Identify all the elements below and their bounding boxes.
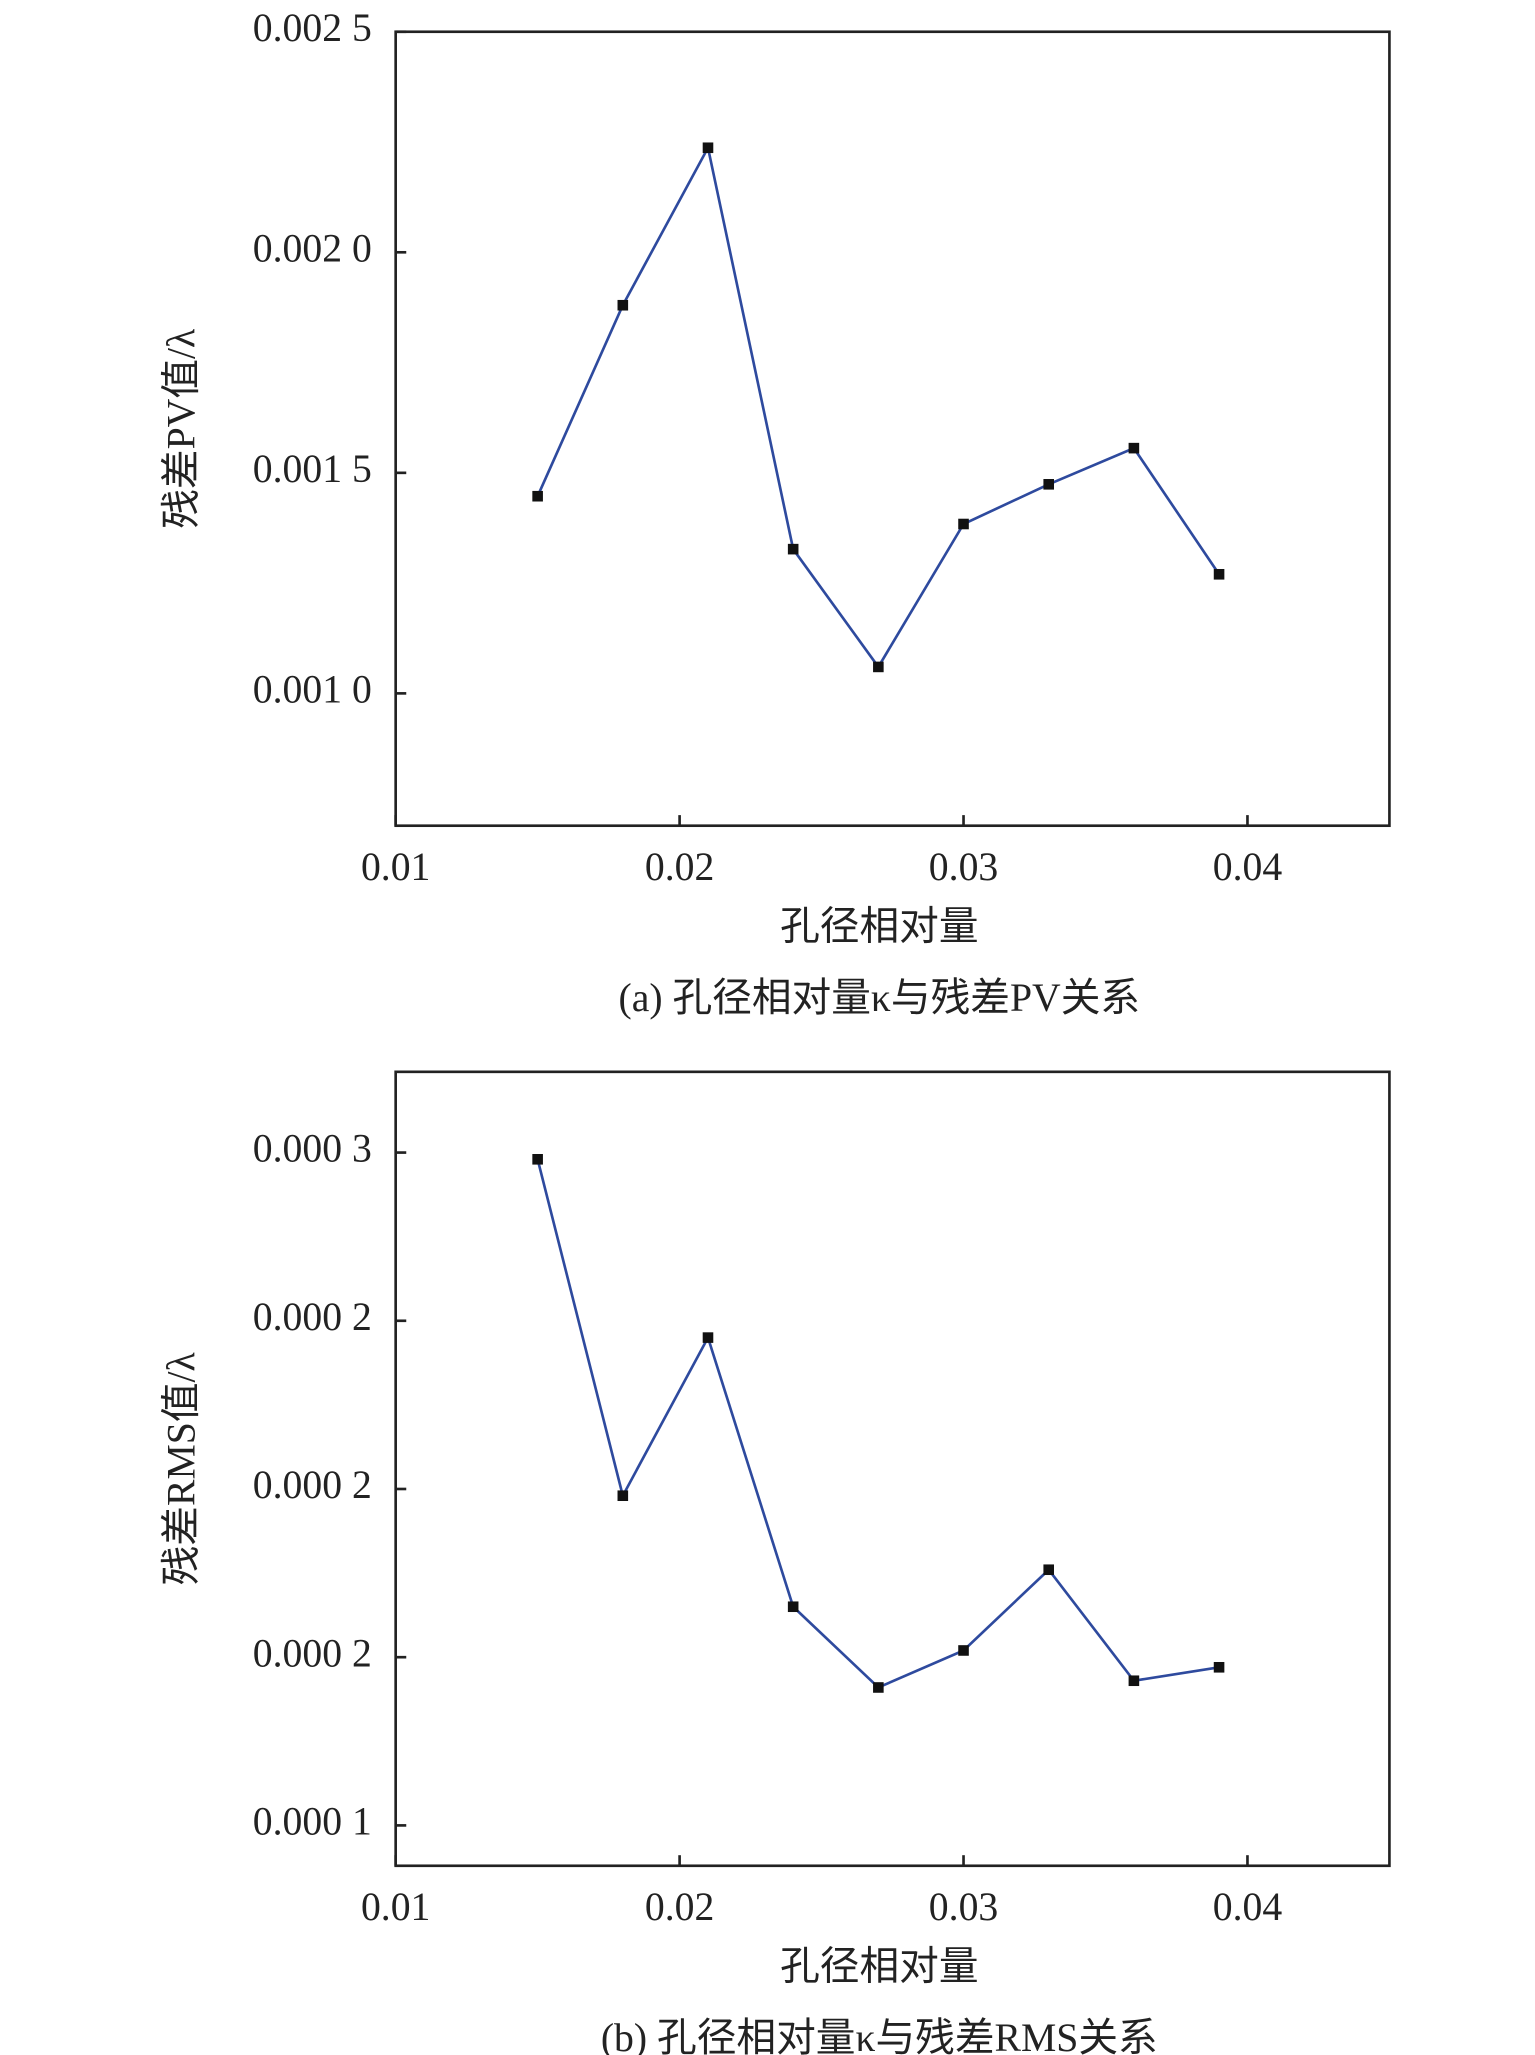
x-axis-label: 孔径相对量 xyxy=(780,904,978,948)
data-point xyxy=(1213,1661,1225,1673)
y-axis-label: 残差PV值/λ xyxy=(159,328,203,529)
data-point xyxy=(958,1645,969,1656)
y-tick-label: 0.000 2 xyxy=(253,1295,372,1339)
y-tick-label: 0.002 0 xyxy=(253,226,372,270)
y-tick-label: 0.000 1 xyxy=(253,1800,372,1844)
data-point xyxy=(532,490,543,502)
data-point xyxy=(958,518,969,530)
data-point xyxy=(787,543,799,555)
data-point xyxy=(787,1601,799,1613)
data-point xyxy=(617,299,629,311)
chart-title: (b) 孔径相对量κ与残差RMS关系 xyxy=(601,2016,1158,2055)
y-axis-label: 残差RMS值/λ xyxy=(159,1351,203,1585)
data-point xyxy=(1043,1564,1055,1576)
x-tick-label: 0.04 xyxy=(1213,845,1283,889)
data-point xyxy=(702,142,714,154)
plot-frame xyxy=(394,30,1391,828)
x-axis-label: 孔径相对量 xyxy=(780,1944,978,1988)
y-tick-label: 0.001 0 xyxy=(253,667,372,711)
data-point xyxy=(532,1154,543,1165)
x-tick-label: 0.03 xyxy=(929,1885,998,1929)
data-point xyxy=(873,1682,884,1693)
data-point xyxy=(1128,442,1140,454)
data-point xyxy=(1213,568,1225,580)
data-point xyxy=(702,1332,714,1343)
y-tick-label: 0.000 3 xyxy=(253,1127,372,1171)
y-tick-label: 0.000 2 xyxy=(253,1631,372,1675)
data-line xyxy=(536,143,1221,670)
data-line xyxy=(536,1158,1220,1690)
y-tick-label: 0.002 5 xyxy=(253,6,372,50)
data-point xyxy=(1128,1675,1140,1687)
data-point xyxy=(873,661,884,673)
plot-frame xyxy=(394,1070,1391,1868)
y-tick-label: 0.001 5 xyxy=(253,447,372,491)
data-point xyxy=(1043,479,1055,490)
y-tick-label: 0.000 2 xyxy=(253,1463,372,1507)
x-tick-label: 0.04 xyxy=(1213,1885,1283,1929)
x-tick-label: 0.01 xyxy=(361,1885,430,1929)
chart-title: (a) 孔径相对量κ与残差PV关系 xyxy=(619,976,1141,1020)
data-point xyxy=(617,1490,629,1502)
x-tick-label: 0.01 xyxy=(361,845,430,889)
x-tick-label: 0.02 xyxy=(645,1885,714,1929)
x-tick-label: 0.03 xyxy=(929,845,998,889)
x-tick-label: 0.02 xyxy=(645,845,714,889)
